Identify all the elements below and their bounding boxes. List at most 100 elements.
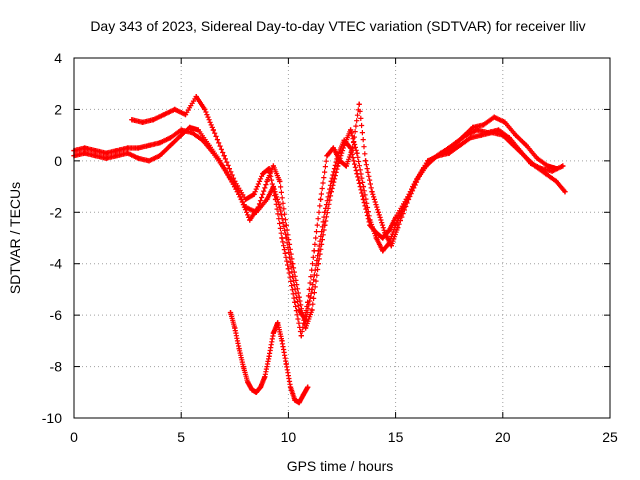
data-point (227, 176, 234, 182)
data-point (270, 330, 276, 336)
data-point (285, 266, 291, 272)
data-point (485, 129, 491, 136)
axis-tick-labels: 0 5 10 15 20 25 -10 -8 -6 -4 -2 0 2 4 (42, 50, 618, 445)
data-point (287, 384, 294, 390)
chart-title: Day 343 of 2023, Sidereal Day-to-day VTE… (90, 18, 585, 34)
data-point (410, 183, 416, 190)
y-tick-label: -10 (42, 410, 62, 426)
data-point (474, 127, 480, 133)
data-point (375, 209, 382, 215)
data-point (125, 145, 131, 151)
x-tick-label: 0 (70, 429, 78, 445)
data-point (150, 117, 156, 123)
data-point (253, 389, 259, 395)
data-point (161, 111, 167, 118)
data-point (560, 163, 566, 169)
data-point (266, 165, 272, 172)
data-point (517, 147, 523, 154)
data-point (277, 204, 283, 210)
data-point (298, 333, 304, 339)
data-point (330, 145, 337, 151)
x-axis-label: GPS time / hours (287, 458, 394, 474)
data-point (549, 168, 555, 174)
data-point (317, 196, 324, 203)
data-point (369, 189, 375, 195)
data-point (362, 158, 369, 164)
data-point (195, 127, 201, 133)
data-point (442, 147, 448, 154)
y-tick-label: 2 (54, 101, 62, 117)
data-point (302, 325, 309, 331)
data-point (247, 217, 253, 223)
data-point (315, 261, 322, 267)
data-point (232, 325, 238, 331)
data-point (322, 222, 328, 228)
y-tick-label: -4 (50, 256, 63, 272)
data-point (324, 153, 330, 159)
data-point (129, 117, 135, 123)
data-point (206, 142, 212, 149)
data-point (328, 178, 334, 185)
data-point (343, 163, 349, 169)
data-point (182, 111, 189, 118)
data-point (82, 150, 88, 156)
y-tick-label: 0 (54, 153, 62, 169)
y-tick-label: -6 (50, 307, 63, 323)
data-point (380, 248, 386, 254)
data-point (360, 183, 367, 190)
data-point (292, 397, 298, 403)
data-point (172, 106, 178, 113)
data-point (146, 142, 152, 149)
data-point (283, 222, 289, 228)
x-tick-label: 20 (495, 429, 511, 445)
data-point (470, 124, 476, 131)
data-point (187, 124, 193, 131)
data-point (146, 158, 152, 164)
data-point (157, 153, 163, 159)
data-point (553, 178, 559, 185)
y-tick-label: 4 (54, 50, 62, 66)
data-point (506, 135, 512, 141)
data-point (266, 353, 272, 359)
data-point (380, 235, 386, 241)
data-point (92, 153, 99, 159)
data-point (309, 307, 315, 313)
data-point (367, 217, 373, 223)
data-point (114, 147, 120, 154)
data-point (255, 204, 261, 210)
data-point (491, 114, 497, 120)
y-tick-label: -8 (50, 359, 63, 375)
data-point (114, 153, 120, 159)
data-point (463, 132, 469, 138)
plot-frame (73, 57, 611, 419)
data-point (272, 196, 279, 203)
data-point (167, 142, 174, 149)
axis-ticks (73, 57, 611, 419)
data-point (103, 155, 109, 161)
data-point (431, 155, 437, 161)
data-point (210, 127, 216, 133)
data-point (335, 163, 341, 169)
data-point (82, 145, 88, 151)
data-point (193, 93, 199, 100)
data-point (382, 230, 388, 236)
data-point (221, 153, 227, 159)
data-point (393, 222, 399, 228)
data-point (528, 160, 534, 167)
data-point (347, 127, 354, 133)
data-point (457, 142, 463, 149)
data-point (534, 155, 540, 161)
data-point (538, 165, 544, 172)
data-point (103, 150, 109, 156)
data-point (283, 361, 289, 367)
data-point (200, 137, 206, 143)
data-point (311, 248, 317, 254)
data-point (251, 191, 257, 197)
series-track-d (227, 309, 311, 406)
data-point (468, 135, 474, 141)
data-point (279, 235, 285, 241)
data-point (157, 140, 163, 146)
data-point (135, 145, 141, 151)
y-axis-label: SDTVAR / TECUs (7, 182, 23, 294)
data-point (275, 320, 281, 326)
